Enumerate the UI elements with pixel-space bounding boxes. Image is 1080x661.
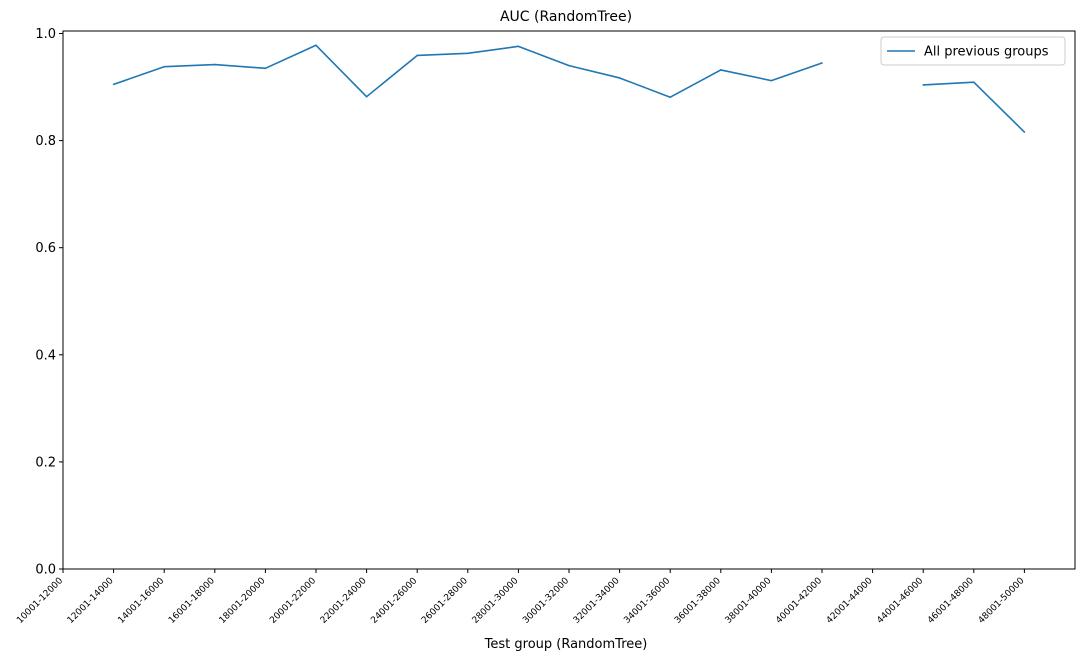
data-point (770, 79, 773, 82)
y-tick-label: 1.0 (35, 27, 56, 42)
x-axis-title: Test group (RandomTree) (484, 637, 648, 652)
data-point (467, 52, 469, 55)
data-point (365, 95, 368, 98)
y-tick-label: 0.8 (35, 134, 56, 149)
data-point (922, 84, 924, 86)
y-tick-label: 0.2 (35, 455, 56, 470)
data-point (1023, 131, 1026, 133)
legend-label: All previous groups (924, 45, 1049, 60)
data-point (973, 81, 975, 84)
y-tick-label: 0.4 (35, 348, 56, 363)
data-point (669, 96, 671, 99)
legend-box (880, 36, 1066, 66)
chart-title: AUC (RandomTree) (500, 9, 632, 25)
data-point (112, 83, 115, 86)
data-point (264, 67, 267, 70)
y-tick-label: 0.6 (35, 241, 56, 256)
data-point (720, 69, 722, 71)
data-point (416, 54, 419, 57)
data-point (517, 45, 520, 48)
data-point (568, 64, 570, 67)
y-tick-label: 0.0 (35, 563, 56, 578)
data-point (315, 44, 317, 47)
data-point (163, 65, 165, 68)
data-point (618, 77, 621, 79)
data-point (214, 63, 216, 66)
data-point (821, 62, 823, 64)
